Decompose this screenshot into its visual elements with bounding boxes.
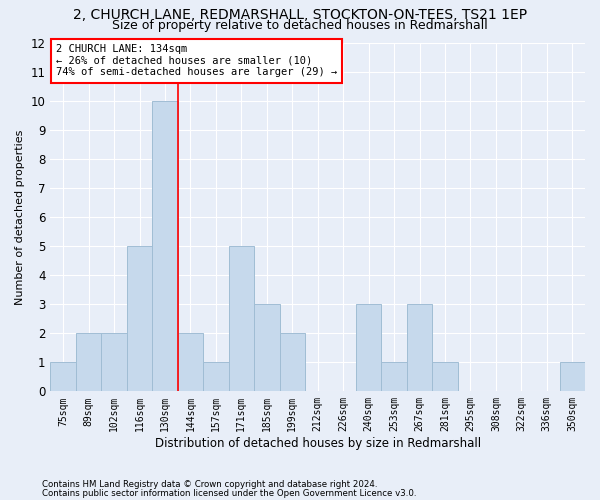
X-axis label: Distribution of detached houses by size in Redmarshall: Distribution of detached houses by size … <box>155 437 481 450</box>
Text: 2 CHURCH LANE: 134sqm
← 26% of detached houses are smaller (10)
74% of semi-deta: 2 CHURCH LANE: 134sqm ← 26% of detached … <box>56 44 337 78</box>
Bar <box>356 304 382 392</box>
Bar <box>432 362 458 392</box>
Bar <box>560 362 585 392</box>
Bar <box>152 100 178 392</box>
Bar <box>101 333 127 392</box>
Bar <box>254 304 280 392</box>
Bar <box>178 333 203 392</box>
Bar <box>127 246 152 392</box>
Bar <box>50 362 76 392</box>
Bar <box>407 304 432 392</box>
Bar <box>203 362 229 392</box>
Text: Contains HM Land Registry data © Crown copyright and database right 2024.: Contains HM Land Registry data © Crown c… <box>42 480 377 489</box>
Y-axis label: Number of detached properties: Number of detached properties <box>15 129 25 304</box>
Bar <box>280 333 305 392</box>
Bar <box>76 333 101 392</box>
Bar <box>229 246 254 392</box>
Text: 2, CHURCH LANE, REDMARSHALL, STOCKTON-ON-TEES, TS21 1EP: 2, CHURCH LANE, REDMARSHALL, STOCKTON-ON… <box>73 8 527 22</box>
Text: Size of property relative to detached houses in Redmarshall: Size of property relative to detached ho… <box>112 19 488 32</box>
Text: Contains public sector information licensed under the Open Government Licence v3: Contains public sector information licen… <box>42 488 416 498</box>
Bar <box>382 362 407 392</box>
